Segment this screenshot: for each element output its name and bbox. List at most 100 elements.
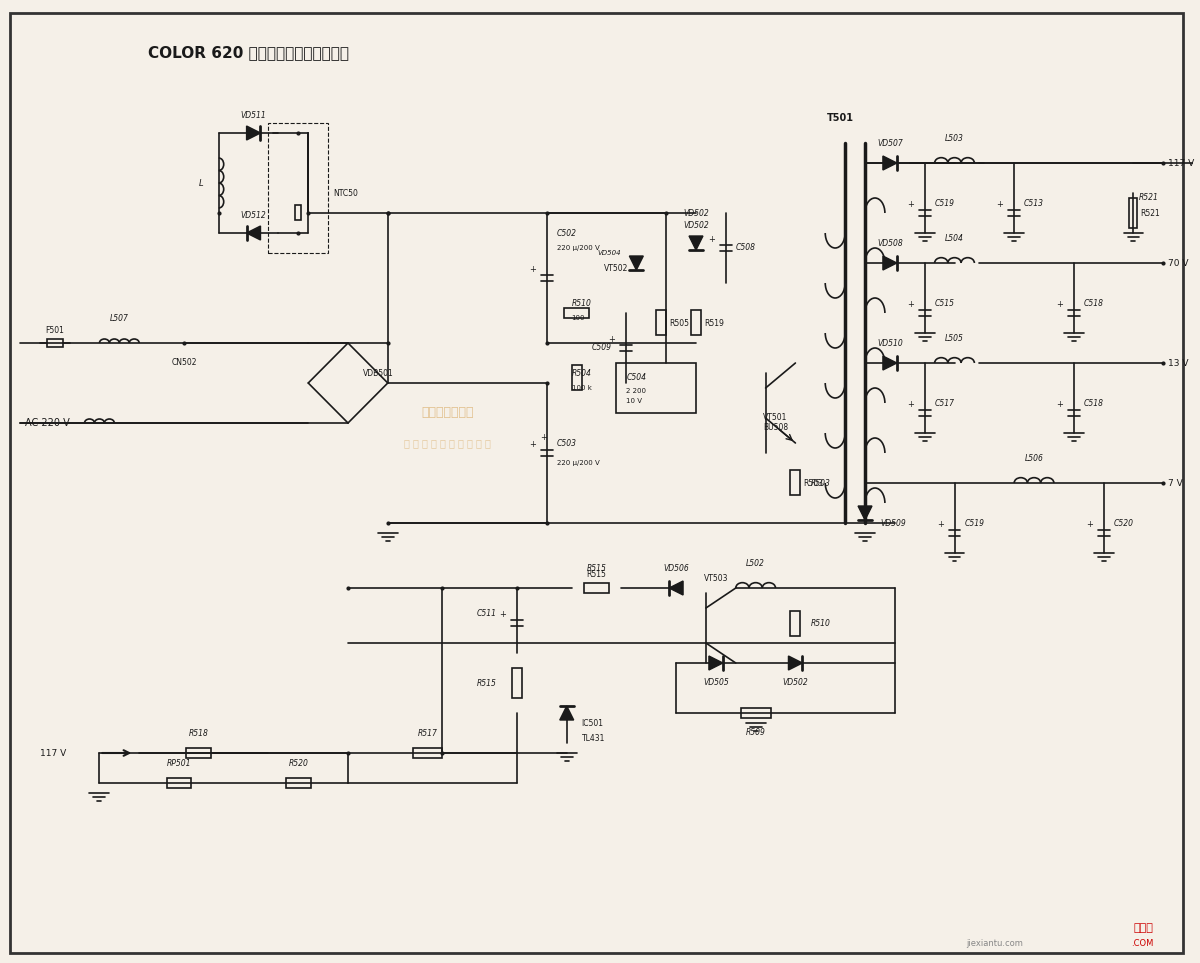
Text: R510: R510: [810, 618, 830, 628]
Polygon shape: [246, 226, 260, 240]
Polygon shape: [629, 256, 643, 270]
Bar: [791, 471, 800, 496]
Text: L504: L504: [946, 234, 964, 243]
Text: VD502: VD502: [683, 209, 709, 218]
Text: IC501: IC501: [582, 718, 604, 727]
Text: VT503: VT503: [703, 574, 728, 583]
Text: +: +: [937, 520, 943, 529]
Polygon shape: [883, 356, 896, 370]
Text: 220 μ/200 V: 220 μ/200 V: [557, 460, 600, 466]
Polygon shape: [883, 256, 896, 270]
Bar: [186, 748, 211, 758]
Text: 117 V: 117 V: [40, 748, 66, 758]
Bar: [571, 366, 582, 391]
Text: NTC50: NTC50: [334, 189, 358, 197]
Text: R515: R515: [478, 679, 497, 688]
Bar: [584, 583, 608, 593]
Text: F501: F501: [46, 326, 64, 335]
Text: C518: C518: [1084, 399, 1104, 407]
Text: +: +: [499, 610, 506, 619]
Bar: [295, 205, 301, 221]
Text: +: +: [529, 265, 536, 274]
Text: R521: R521: [1139, 194, 1158, 202]
Text: L505: L505: [946, 334, 964, 343]
Text: R521: R521: [1140, 209, 1160, 218]
Text: T501: T501: [827, 113, 853, 123]
Text: C502: C502: [557, 228, 577, 238]
Text: R519: R519: [704, 319, 724, 327]
Text: C517: C517: [935, 399, 955, 407]
Text: C519: C519: [935, 198, 955, 207]
Text: 大山电子市场网: 大山电子市场网: [421, 406, 474, 420]
Text: R518: R518: [188, 729, 209, 738]
Text: VD511: VD511: [241, 111, 266, 120]
Text: 100 k: 100 k: [571, 385, 592, 391]
Text: COLOR 620 型彩色显示器的电源电路: COLOR 620 型彩色显示器的电源电路: [148, 45, 349, 61]
Text: L: L: [199, 178, 204, 188]
Text: R517: R517: [418, 729, 438, 738]
Text: VT501: VT501: [763, 413, 787, 422]
Bar: [656, 310, 666, 335]
Text: C504: C504: [626, 373, 647, 382]
Text: VD509: VD509: [880, 518, 906, 528]
Text: R504: R504: [571, 369, 592, 377]
Bar: [691, 310, 701, 335]
Text: VT502: VT502: [605, 264, 629, 273]
Text: L502: L502: [746, 559, 766, 568]
Polygon shape: [246, 126, 260, 140]
Polygon shape: [559, 706, 574, 720]
Text: VD502: VD502: [683, 221, 709, 230]
Text: L507: L507: [110, 314, 128, 323]
Text: L503: L503: [946, 134, 964, 143]
Text: C513: C513: [1024, 198, 1044, 207]
Text: C519: C519: [965, 518, 984, 528]
Bar: [791, 611, 800, 636]
Polygon shape: [788, 656, 803, 670]
Bar: [1129, 198, 1138, 228]
Text: AC 220 V: AC 220 V: [25, 418, 70, 428]
Bar: [413, 748, 443, 758]
Text: VD512: VD512: [241, 211, 266, 220]
Text: +: +: [1086, 520, 1093, 529]
Bar: [269, 123, 328, 253]
Text: C509: C509: [592, 344, 612, 352]
Text: VD502: VD502: [782, 678, 809, 687]
Bar: [740, 708, 770, 718]
Text: +: +: [907, 400, 913, 409]
Text: R503: R503: [810, 479, 830, 487]
Text: .COM: .COM: [1130, 939, 1153, 948]
Text: VD504: VD504: [598, 250, 622, 256]
Text: +: +: [907, 200, 913, 209]
Text: +: +: [1056, 400, 1063, 409]
Text: C503: C503: [557, 438, 577, 448]
Text: 220 μ/200 V: 220 μ/200 V: [557, 245, 600, 251]
Polygon shape: [858, 506, 872, 520]
Text: +: +: [529, 440, 536, 449]
Text: VD507: VD507: [877, 139, 902, 148]
Text: 2 200: 2 200: [626, 388, 647, 394]
Text: CN502: CN502: [172, 358, 197, 367]
Bar: [167, 778, 191, 788]
Text: 7 V: 7 V: [1169, 479, 1183, 487]
Text: RP501: RP501: [167, 759, 191, 768]
Text: R515: R515: [587, 564, 606, 573]
Text: L506: L506: [1025, 454, 1044, 463]
Bar: [617, 363, 696, 413]
Text: R515: R515: [587, 570, 606, 579]
Text: VD510: VD510: [877, 339, 902, 348]
Text: VD506: VD506: [664, 564, 689, 573]
Text: C508: C508: [736, 244, 756, 252]
Polygon shape: [883, 156, 896, 170]
Bar: [512, 668, 522, 698]
Text: 接线图: 接线图: [1134, 923, 1153, 933]
Text: VD505: VD505: [703, 678, 728, 687]
Text: jiexiantu.com: jiexiantu.com: [966, 939, 1022, 948]
Text: 100: 100: [571, 315, 586, 321]
Bar: [47, 339, 62, 347]
Bar: [564, 308, 589, 318]
Text: 13 V: 13 V: [1169, 358, 1189, 368]
Text: R509: R509: [745, 728, 766, 737]
Text: 70 V: 70 V: [1169, 258, 1189, 268]
Text: TL431: TL431: [582, 734, 605, 742]
Polygon shape: [709, 656, 722, 670]
